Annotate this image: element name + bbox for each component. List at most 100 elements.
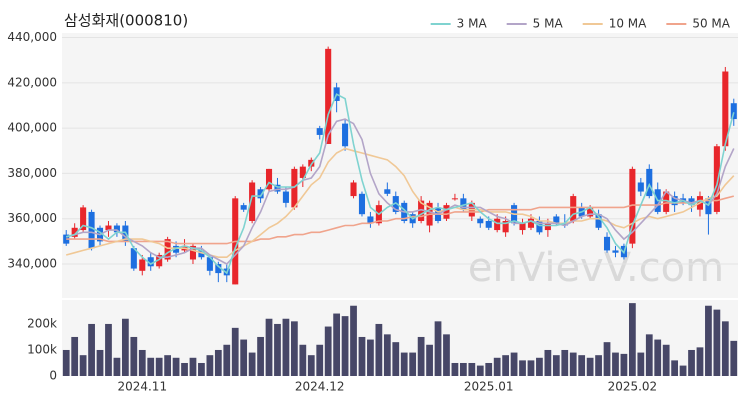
- candle-body: [637, 182, 644, 192]
- volume-bar: [519, 360, 526, 376]
- watermark: enVievV.com: [468, 245, 724, 291]
- candle-body: [274, 184, 281, 192]
- volume-bar: [358, 336, 366, 376]
- candle-body: [671, 196, 678, 206]
- volume-bar: [688, 349, 695, 376]
- volume-bar: [493, 357, 501, 376]
- candle-body: [299, 166, 306, 178]
- candle-body: [257, 189, 264, 199]
- volume-bar: [561, 349, 569, 376]
- y-tick-label: 440,000: [7, 30, 57, 44]
- legend-label: 3 MA: [457, 17, 488, 31]
- volume-bar: [147, 357, 155, 376]
- candle-body: [173, 245, 180, 253]
- candle-body: [477, 218, 484, 224]
- volume-bar: [316, 344, 324, 376]
- candle-body: [418, 200, 425, 221]
- candle-body: [705, 198, 712, 215]
- candle-body: [240, 205, 247, 210]
- volume-bar: [375, 323, 383, 376]
- candle-body: [105, 225, 112, 231]
- volume-bar: [510, 352, 518, 376]
- volume-bar: [172, 357, 180, 376]
- volume-bar: [164, 355, 172, 376]
- volume-bar: [223, 344, 231, 376]
- candle-body: [198, 250, 205, 258]
- volume-bar: [62, 349, 70, 376]
- volume-bar: [662, 344, 670, 376]
- volume-bar: [231, 327, 239, 376]
- volume-bar: [476, 365, 484, 376]
- x-tick-label: 2024.11: [117, 380, 167, 394]
- ma-line: [65, 93, 735, 275]
- volume-bar: [367, 339, 374, 376]
- candle-body: [494, 218, 501, 231]
- candle-body: [536, 220, 543, 233]
- volume-bar: [434, 321, 442, 376]
- x-tick-label: 2024.12: [295, 380, 345, 394]
- volume-bar: [121, 318, 129, 376]
- candle-body: [646, 168, 653, 197]
- candle-body: [316, 128, 323, 135]
- candle-body: [485, 220, 492, 228]
- volume-bar: [679, 365, 687, 376]
- volume-bar: [527, 360, 535, 376]
- volume-bar: [451, 362, 459, 376]
- candle-body: [587, 207, 594, 217]
- volume-bar: [552, 355, 560, 376]
- volume-bar: [721, 321, 729, 376]
- volume-bar: [696, 347, 704, 376]
- volume-bar: [443, 334, 450, 376]
- ma-line: [66, 195, 735, 245]
- volume-bar: [544, 349, 552, 376]
- volume-bar: [155, 357, 163, 376]
- volume-bar: [138, 349, 146, 376]
- candle-body: [164, 239, 171, 260]
- legend-label: 10 MA: [609, 17, 647, 31]
- volume-bar: [705, 305, 712, 376]
- volume-bar: [485, 362, 493, 376]
- candle-body: [206, 257, 213, 271]
- candle-body: [612, 250, 619, 253]
- y-tick-label: 380,000: [7, 166, 57, 180]
- volume-bar: [96, 349, 104, 376]
- volume-bar: [595, 355, 602, 376]
- candle-body: [342, 123, 349, 147]
- volume-bar: [189, 357, 197, 376]
- volume-bar: [671, 360, 679, 376]
- legend-label: 50 MA: [692, 17, 730, 31]
- y-tick-label: 400,000: [7, 121, 57, 135]
- candle-body: [603, 236, 611, 251]
- y-tick-label: 420,000: [7, 75, 57, 89]
- volume-bar: [603, 342, 611, 376]
- candle-body: [291, 168, 298, 208]
- volume-bar: [333, 313, 341, 376]
- chart-title: 삼성화재(000810): [64, 12, 188, 30]
- candle-body: [282, 191, 289, 203]
- volume-bar: [392, 342, 400, 376]
- volume-bar: [569, 352, 577, 376]
- volume-bar: [130, 336, 138, 376]
- candle-body: [663, 191, 670, 212]
- candle-body: [130, 248, 137, 269]
- candle-body: [553, 216, 560, 224]
- candle-body: [722, 71, 729, 147]
- volume-bar: [468, 362, 476, 376]
- candle-body: [595, 214, 602, 228]
- volume-bar: [71, 336, 79, 376]
- legend-label: 5 MA: [533, 17, 564, 31]
- candle-body: [443, 205, 450, 219]
- volume-bar: [409, 352, 417, 376]
- candle-body: [88, 211, 95, 249]
- candle-body: [147, 257, 154, 267]
- candle-body: [519, 223, 526, 231]
- volume-bar: [79, 355, 87, 376]
- candle-body: [156, 254, 163, 267]
- candle-body: [392, 196, 399, 212]
- candle-body: [544, 223, 551, 231]
- volume-bar: [324, 326, 332, 376]
- volume-bar: [181, 362, 188, 376]
- volume-bar: [637, 352, 645, 376]
- volume-bar: [713, 309, 721, 376]
